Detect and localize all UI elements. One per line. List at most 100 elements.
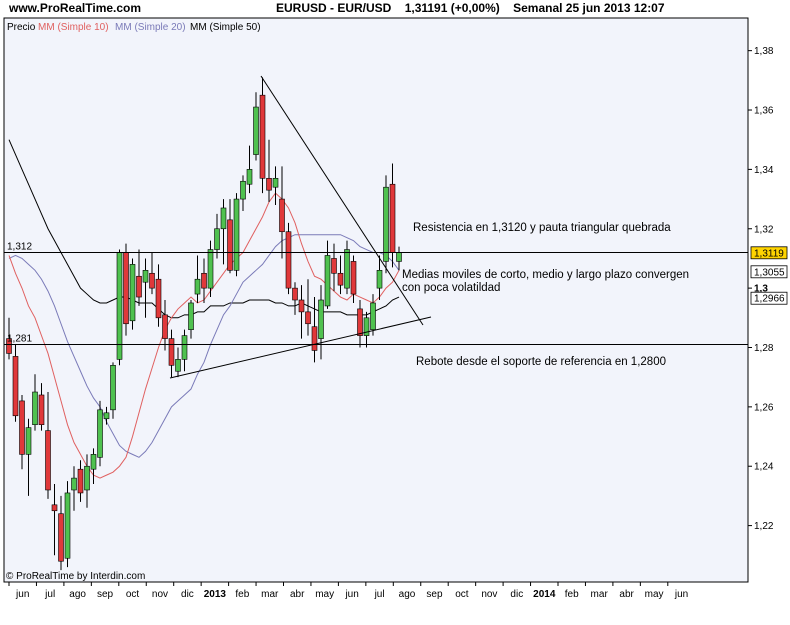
candle-body-down: [136, 275, 142, 298]
candle-body-down: [12, 356, 19, 417]
candle-body-up: [142, 270, 149, 283]
candle-body-up: [318, 299, 324, 339]
candle-body-down: [162, 314, 168, 339]
site-title: www.ProRealTime.com: [9, 1, 142, 15]
x-tick-label: jun: [344, 589, 358, 600]
candle: [51, 484, 58, 556]
y-tick-label: 1,28: [754, 343, 774, 354]
candle: [220, 199, 227, 265]
candle: [181, 329, 188, 372]
candle-body-up: [253, 106, 259, 155]
trendlines: [169, 75, 432, 379]
candle-body-down: [331, 258, 337, 274]
x-tick-label: 2014: [533, 589, 556, 600]
candle-body-up: [103, 412, 110, 420]
x-tick-label: abr: [290, 589, 305, 600]
candle: [305, 279, 311, 336]
candle-body-up: [214, 228, 220, 250]
candle-body-up: [90, 454, 97, 470]
candle: [318, 285, 324, 360]
x-tick-label: jul: [44, 589, 55, 600]
candle: [363, 311, 370, 348]
price-tag: 1,3055: [750, 265, 788, 279]
candle-body-down: [123, 252, 129, 325]
candle-body-up: [272, 177, 279, 188]
candle: [25, 418, 32, 496]
y-tick-label: 1,3: [754, 284, 768, 295]
candle: [162, 300, 168, 351]
candle-body-down: [259, 94, 266, 179]
x-tick-label: jul: [374, 589, 385, 600]
candle-body-down: [305, 311, 311, 325]
x-tick-label: sep: [97, 589, 114, 600]
candle: [123, 243, 129, 336]
candle-body-up: [396, 252, 402, 262]
candle-body-down: [77, 468, 84, 494]
candle-body-up: [233, 198, 240, 271]
price-tag-label: 1,3055: [754, 267, 785, 278]
legend-ma50: MM (Simple 50): [190, 22, 261, 33]
x-tick-label: mar: [591, 589, 609, 600]
annotation-moving-averages: Medias moviles de corto, medio y largo p…: [402, 269, 689, 281]
candle: [142, 258, 149, 318]
candle: [233, 193, 240, 277]
candle: [129, 258, 136, 330]
candle-body-down: [337, 272, 344, 286]
price-tag-label: 1,3119: [754, 248, 784, 259]
horizontal-level-label: 1,312: [7, 242, 32, 253]
x-tick-label: oct: [455, 589, 469, 600]
x-tick-label: jun: [15, 589, 29, 600]
candle: [116, 249, 123, 366]
candle-body-up: [246, 169, 253, 185]
candle-body-up: [370, 302, 376, 330]
candle-body-down: [279, 198, 285, 233]
ma50-line: [8, 139, 400, 319]
ma20-line: [8, 234, 400, 458]
x-tick-label: feb: [565, 589, 579, 600]
horizontal-level-label: 1,281: [7, 334, 32, 345]
candle-body-down: [266, 177, 272, 191]
candle: [58, 495, 64, 571]
chart-header: www.ProRealTime.com EURUSD - EUR/USD 1,3…: [0, 0, 790, 18]
y-tick-label: 1,38: [754, 46, 774, 57]
period-info: Semanal 25 jun 2013 12:07: [513, 1, 665, 15]
candle-body-up: [129, 264, 136, 322]
y-axis: 1,22 1,24 1,26 1,28 1,3 1,32 1,34 1,36 1,38: [748, 46, 774, 532]
instrument-name: EURUSD - EUR/USD: [276, 1, 392, 15]
annotation-resistance: Resistencia en 1,3120 y pauta triangular…: [413, 222, 671, 234]
price-tag-box: [750, 265, 788, 279]
x-tick-label: may: [645, 589, 664, 600]
y-tick-label: 1,26: [754, 402, 774, 413]
candle: [337, 255, 344, 295]
candle: [64, 481, 71, 568]
candle-body-down: [285, 231, 292, 289]
candle: [149, 252, 155, 295]
candle-body-up: [64, 492, 71, 559]
candle-body-down: [227, 219, 233, 271]
candle-body-up: [376, 270, 383, 289]
y-tick-label: 1,36: [754, 106, 774, 117]
candle: [45, 392, 51, 499]
descending-trendline: [260, 75, 424, 326]
candle-body-down: [298, 299, 305, 313]
candle: [331, 243, 337, 292]
candle-body-down: [292, 287, 298, 301]
candle: [357, 300, 363, 348]
x-tick-label: ago: [399, 589, 416, 600]
candle-body-up: [207, 249, 214, 289]
y-tick-label: 1,22: [754, 521, 774, 532]
candle: [110, 362, 116, 419]
candle-body-down: [389, 183, 396, 253]
candle-body-down: [6, 338, 12, 354]
candle-body-down: [201, 272, 207, 289]
candle-body-up: [110, 365, 116, 411]
candle-body-up: [32, 391, 38, 425]
x-tick-label: dic: [181, 589, 194, 600]
candle: [103, 406, 110, 425]
candle: [383, 175, 389, 274]
candle: [350, 255, 357, 303]
candle-body-down: [357, 308, 363, 336]
candle: [6, 317, 12, 360]
x-tick-label: nov: [481, 589, 497, 600]
